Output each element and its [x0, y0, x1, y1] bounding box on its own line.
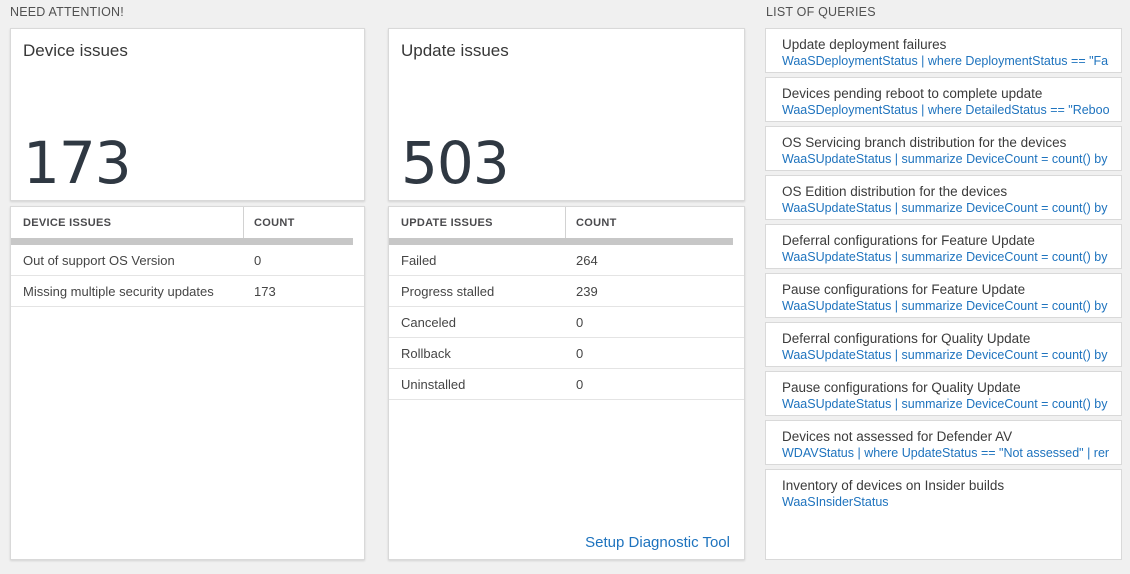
device-count-column-header: COUNT: [254, 216, 295, 229]
update-count-column-header: COUNT: [576, 216, 617, 229]
update-issue-count: 0: [576, 314, 584, 330]
query-title: Devices pending reboot to complete updat…: [782, 86, 1043, 101]
device-issues-count: 173: [23, 129, 132, 197]
query-title: Update deployment failures: [782, 37, 947, 52]
query-title: Pause configurations for Feature Update: [782, 282, 1026, 297]
table-row[interactable]: Rollback 0: [389, 338, 744, 369]
update-issues-tile-title: Update issues: [401, 41, 509, 60]
query-title: Deferral configurations for Quality Upda…: [782, 331, 1031, 346]
table-row[interactable]: Uninstalled 0: [389, 369, 744, 400]
query-text: WaaSUpdateStatus | summarize DeviceCount…: [782, 397, 1109, 411]
query-item-deferral-feature-update[interactable]: Deferral configurations for Feature Upda…: [765, 224, 1122, 269]
query-item-defender-av-not-assessed[interactable]: Devices not assessed for Defender AV WDA…: [765, 420, 1122, 465]
query-item-deferral-quality-update[interactable]: Deferral configurations for Quality Upda…: [765, 322, 1122, 367]
update-issue-label: Rollback: [401, 345, 451, 361]
device-table-scrollbar-thumb[interactable]: [11, 238, 354, 245]
table-row[interactable]: Canceled 0: [389, 307, 744, 338]
query-text: WaaSUpdateStatus | summarize DeviceCount…: [782, 250, 1109, 264]
table-row[interactable]: Failed 264: [389, 245, 744, 276]
query-text: WaaSUpdateStatus | summarize DeviceCount…: [782, 348, 1109, 362]
query-text: WaaSInsiderStatus: [782, 495, 889, 509]
query-title: Inventory of devices on Insider builds: [782, 478, 1005, 493]
device-issue-label: Missing multiple security updates: [23, 283, 214, 299]
query-text: WaaSUpdateStatus | summarize DeviceCount…: [782, 299, 1109, 313]
need-attention-section-label: NEED ATTENTION!: [10, 5, 124, 19]
query-item-update-deployment-failures[interactable]: Update deployment failures WaaSDeploymen…: [765, 28, 1122, 73]
device-issues-table: DEVICE ISSUES COUNT Out of support OS Ve…: [10, 206, 365, 560]
setup-diagnostic-tool-link[interactable]: Setup Diagnostic Tool: [585, 534, 730, 551]
query-text: WaaSUpdateStatus | summarize DeviceCount…: [782, 152, 1109, 166]
device-issue-label: Out of support OS Version: [23, 252, 175, 268]
update-issue-count: 0: [576, 376, 584, 392]
update-table-scrollbar: [389, 238, 744, 245]
update-issue-count: 0: [576, 345, 584, 361]
query-item-os-edition-distribution[interactable]: OS Edition distribution for the devices …: [765, 175, 1122, 220]
query-title: OS Edition distribution for the devices: [782, 184, 1008, 199]
device-issues-tile[interactable]: Device issues 173: [10, 28, 365, 201]
update-issue-label: Canceled: [401, 314, 456, 330]
table-row[interactable]: Progress stalled 239: [389, 276, 744, 307]
table-row[interactable]: Missing multiple security updates 173: [11, 276, 364, 307]
query-item-insider-builds-inventory[interactable]: Inventory of devices on Insider builds W…: [765, 469, 1122, 560]
device-table-scrollbar: [11, 238, 364, 245]
query-text: WaaSUpdateStatus | summarize DeviceCount…: [782, 201, 1109, 215]
update-issue-count: 239: [576, 283, 598, 299]
query-item-os-servicing-branch[interactable]: OS Servicing branch distribution for the…: [765, 126, 1122, 171]
device-issue-count: 0: [254, 252, 262, 268]
update-issues-table-header: UPDATE ISSUES COUNT: [389, 207, 744, 238]
update-issues-table: UPDATE ISSUES COUNT Failed 264 Progress …: [388, 206, 745, 560]
query-text: WaaSDeploymentStatus | where DeploymentS…: [782, 54, 1109, 68]
update-issues-tile[interactable]: Update issues 503: [388, 28, 745, 201]
query-title: Pause configurations for Quality Update: [782, 380, 1021, 395]
query-title: Deferral configurations for Feature Upda…: [782, 233, 1035, 248]
table-row[interactable]: Out of support OS Version 0: [11, 245, 364, 276]
device-issues-table-header: DEVICE ISSUES COUNT: [11, 207, 364, 238]
update-issues-count: 503: [401, 129, 510, 197]
query-title: OS Servicing branch distribution for the…: [782, 135, 1067, 150]
list-of-queries-section-label: LIST OF QUERIES: [766, 5, 876, 19]
update-issue-count: 264: [576, 252, 598, 268]
update-issue-label: Progress stalled: [401, 283, 495, 299]
update-issue-label: Uninstalled: [401, 376, 466, 392]
update-table-scrollbar-thumb[interactable]: [389, 238, 734, 245]
device-issue-count: 173: [254, 283, 276, 299]
query-title: Devices not assessed for Defender AV: [782, 429, 1013, 444]
query-text: WaaSDeploymentStatus | where DetailedSta…: [782, 103, 1109, 117]
query-item-devices-pending-reboot[interactable]: Devices pending reboot to complete updat…: [765, 77, 1122, 122]
update-issues-column-header: UPDATE ISSUES: [389, 207, 566, 238]
query-item-pause-quality-update[interactable]: Pause configurations for Quality Update …: [765, 371, 1122, 416]
device-issues-column-header: DEVICE ISSUES: [11, 207, 244, 238]
update-issue-label: Failed: [401, 252, 437, 268]
query-text: WDAVStatus | where UpdateStatus == "Not …: [782, 446, 1109, 460]
device-issues-tile-title: Device issues: [23, 41, 128, 60]
queries-panel: Update deployment failures WaaSDeploymen…: [765, 28, 1122, 560]
query-item-pause-feature-update[interactable]: Pause configurations for Feature Update …: [765, 273, 1122, 318]
